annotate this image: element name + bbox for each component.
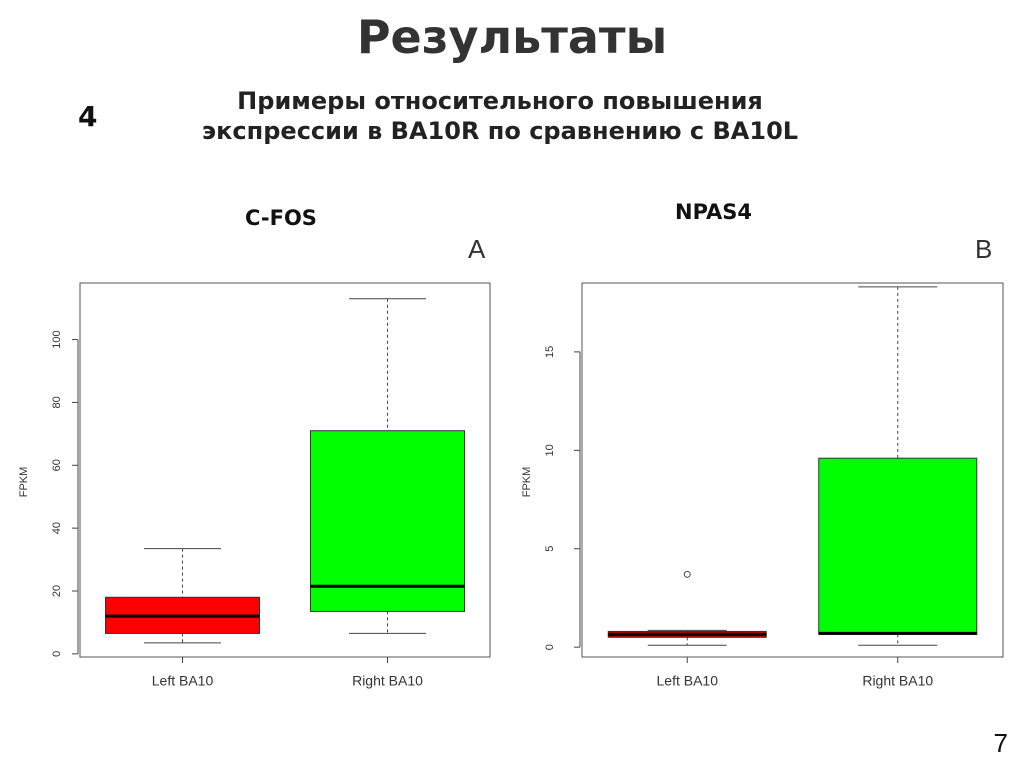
y-tick-label-cfos: 80 (51, 396, 63, 408)
box-npas4-right-ba10 (818, 457, 978, 635)
y-tick-label-cfos: 40 (51, 522, 63, 534)
panel-letter-a: A (468, 234, 486, 264)
page-number: 7 (993, 728, 1008, 758)
y-tick-label-cfos: 20 (51, 585, 63, 597)
y-axis-label-cfos: FPKM (18, 467, 30, 498)
subtitle-line-2: экспрессии в BA10R по сравнению с BA10L (201, 117, 799, 145)
x-tick-label-npas4-left-ba10: Left BA10 (657, 673, 719, 689)
y-tick-label-npas4: 0 (544, 644, 556, 650)
plot-frame-npas4 (581, 282, 1004, 658)
slide-subtitle: Примеры относительного повышения экспрес… (160, 86, 840, 146)
panel-letter-b: B (975, 234, 993, 264)
x-tick-label-npas4-right-ba10: Right BA10 (862, 673, 933, 689)
box-cfos-right-ba10 (310, 430, 465, 612)
x-tick-label-cfos-left-ba10: Left BA10 (152, 673, 214, 689)
subtitle-line-1: Примеры относительного повышения (237, 87, 763, 115)
y-tick-label-npas4: 10 (544, 444, 556, 456)
x-tick-label-cfos-right-ba10: Right BA10 (352, 673, 423, 689)
y-axis-label-npas4: FPKM (521, 467, 533, 498)
plot-frame-cfos (79, 282, 491, 658)
y-tick-label-cfos: 100 (51, 330, 63, 348)
gene-label-npas4: NPAS4 (675, 200, 753, 224)
section-number: 4 (78, 100, 98, 133)
y-tick-label-cfos: 60 (51, 459, 63, 471)
y-tick-label-npas4: 5 (544, 546, 556, 552)
outlier-npas4-left-ba10 (683, 570, 691, 578)
slide-title: Результаты (356, 10, 668, 64)
y-tick-label-cfos: 0 (51, 651, 63, 657)
gene-label-cfos: C-FOS (245, 206, 317, 230)
y-tick-label-npas4: 15 (544, 346, 556, 358)
